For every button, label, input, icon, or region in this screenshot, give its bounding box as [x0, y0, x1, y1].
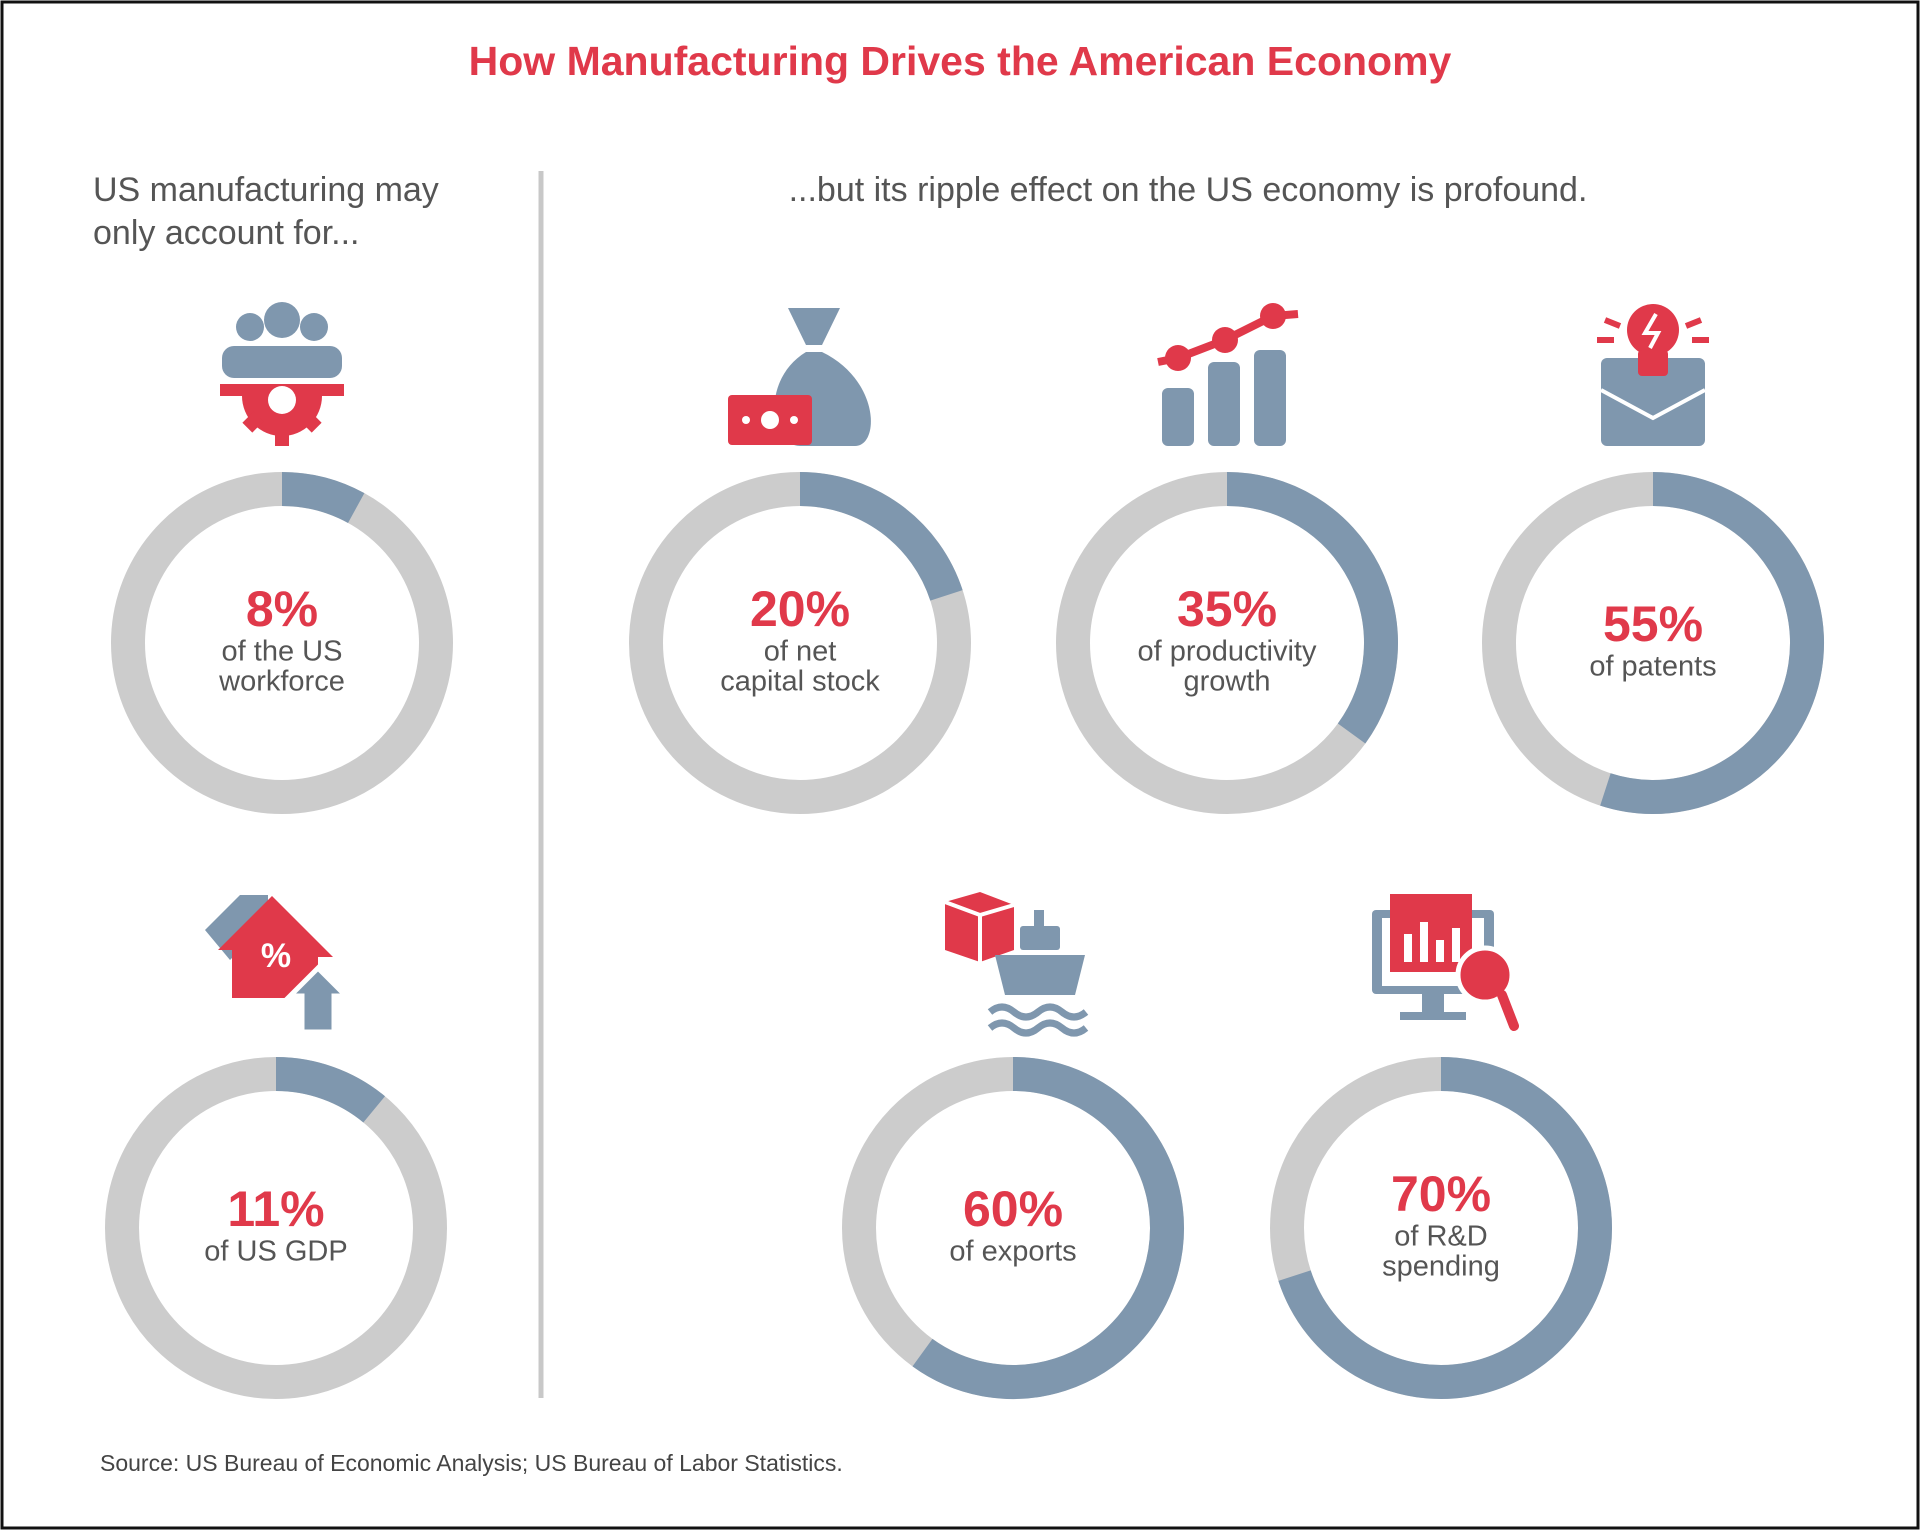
donut-caption: growth — [1183, 666, 1270, 698]
donut-arc — [1278, 1057, 1612, 1399]
donut-arc — [281, 472, 365, 524]
left-heading: only account for... — [93, 214, 360, 252]
icon-exports — [944, 892, 1089, 1037]
donut-caption: of net — [764, 636, 837, 668]
right-heading: ...but its ripple effect on the US econo… — [789, 171, 1588, 209]
value-label: 70% — [1391, 1166, 1491, 1222]
icon-money — [728, 308, 871, 446]
source: Source: US Bureau of Economic Analysis; … — [100, 1450, 843, 1476]
left-heading: US manufacturing may — [93, 171, 439, 209]
donut-arc — [1226, 472, 1398, 744]
donut-caption: of the US — [222, 636, 343, 668]
value-label: 20% — [750, 581, 850, 637]
donut-caption: capital stock — [720, 666, 880, 698]
icon-rnd — [1372, 894, 1519, 1031]
svg-text:%: % — [261, 937, 291, 975]
donut-arc — [912, 1057, 1184, 1399]
donut-caption: of US GDP — [204, 1236, 347, 1268]
donut-caption: of R&D — [1394, 1221, 1487, 1253]
value-label: 8% — [246, 581, 318, 637]
donut-caption: workforce — [218, 666, 345, 698]
icon-patents — [1597, 304, 1709, 446]
donut-caption: of exports — [949, 1236, 1076, 1268]
icon-growth — [1157, 303, 1299, 446]
value-label: 55% — [1603, 596, 1703, 652]
value-label: 60% — [963, 1181, 1063, 1237]
title: How Manufacturing Drives the American Ec… — [469, 38, 1452, 84]
icon-gdp: % — [205, 895, 353, 1035]
icon-workforce — [220, 302, 344, 446]
donut-caption: of patents — [1589, 651, 1716, 683]
donut-caption: of productivity — [1138, 636, 1317, 668]
donut-arc — [275, 1057, 385, 1123]
donut-arc — [1600, 472, 1824, 814]
donut-arc — [799, 472, 963, 602]
donut-caption: spending — [1382, 1251, 1500, 1283]
value-label: 11% — [227, 1181, 324, 1237]
value-label: 35% — [1177, 581, 1277, 637]
